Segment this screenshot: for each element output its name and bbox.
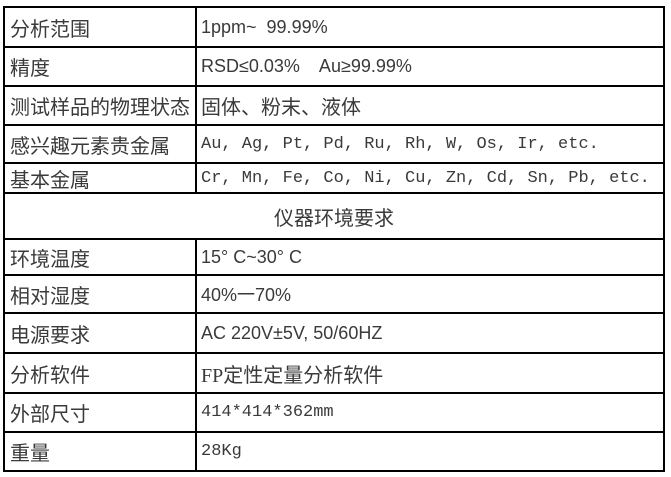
table-row-base-metals: 基本金属 Cr, Mn, Fe, Co, Ni, Cu, Zn, Cd, Sn,…	[5, 164, 663, 194]
row-value: FP定性定量分析软件	[201, 364, 384, 387]
table-row-ambient-temperature: 环境温度 15° C~30° C	[5, 240, 663, 276]
row-value: 15° C~30° C	[201, 246, 302, 267]
table-row-precision: 精度 RSD≤0.03% Au≥99.99%	[5, 48, 663, 87]
table-row-weight: 重量 28Kg	[5, 433, 663, 470]
row-label: 分析软件	[5, 354, 197, 392]
table-row-external-dimensions: 外部尺寸 414*414*362mm	[5, 394, 663, 433]
section-title: 仪器环境要求	[274, 207, 394, 230]
row-label: 感兴趣元素贵金属	[5, 126, 197, 162]
table-row-precious-metals: 感兴趣元素贵金属 Au, Ag, Pt, Pd, Ru, Rh, W, Os, …	[5, 126, 663, 164]
spec-table: 分析范围 1ppm~ 99.99% 精度 RSD≤0.03% Au≥99.99%…	[3, 6, 665, 472]
row-value: 40%一70%	[201, 285, 292, 305]
row-value: Au, Ag, Pt, Pd, Ru, Rh, W, Os, Ir, etc.	[201, 134, 599, 154]
row-value: 414*414*362mm	[201, 403, 334, 422]
row-value: 固体、粉末、液体	[201, 97, 361, 119]
row-label: 重量	[5, 433, 197, 470]
row-label: 基本金属	[5, 164, 197, 192]
row-label: 环境温度	[5, 240, 197, 274]
section-header-row: 仪器环境要求	[5, 194, 663, 240]
table-row-analysis-software: 分析软件 FP定性定量分析软件	[5, 354, 663, 394]
table-row-analysis-range: 分析范围 1ppm~ 99.99%	[5, 8, 663, 48]
row-value: RSD≤0.03% Au≥99.99%	[201, 56, 412, 76]
row-label: 分析范围	[5, 8, 197, 46]
row-label: 电源要求	[5, 314, 197, 352]
row-label: 外部尺寸	[5, 394, 197, 431]
row-label: 测试样品的物理状态	[5, 87, 197, 124]
table-row-power-requirements: 电源要求 AC 220V±5V, 50/60HZ	[5, 314, 663, 354]
row-value: 28Kg	[201, 442, 242, 461]
table-row-sample-state: 测试样品的物理状态 固体、粉末、液体	[5, 87, 663, 126]
row-value: AC 220V±5V, 50/60HZ	[201, 322, 383, 343]
row-label: 精度	[5, 48, 197, 85]
table-row-relative-humidity: 相对湿度 40%一70%	[5, 276, 663, 314]
row-value: 1ppm~ 99.99%	[201, 16, 328, 37]
row-label: 相对湿度	[5, 276, 197, 312]
row-value: Cr, Mn, Fe, Co, Ni, Cu, Zn, Cd, Sn, Pb, …	[201, 168, 650, 188]
